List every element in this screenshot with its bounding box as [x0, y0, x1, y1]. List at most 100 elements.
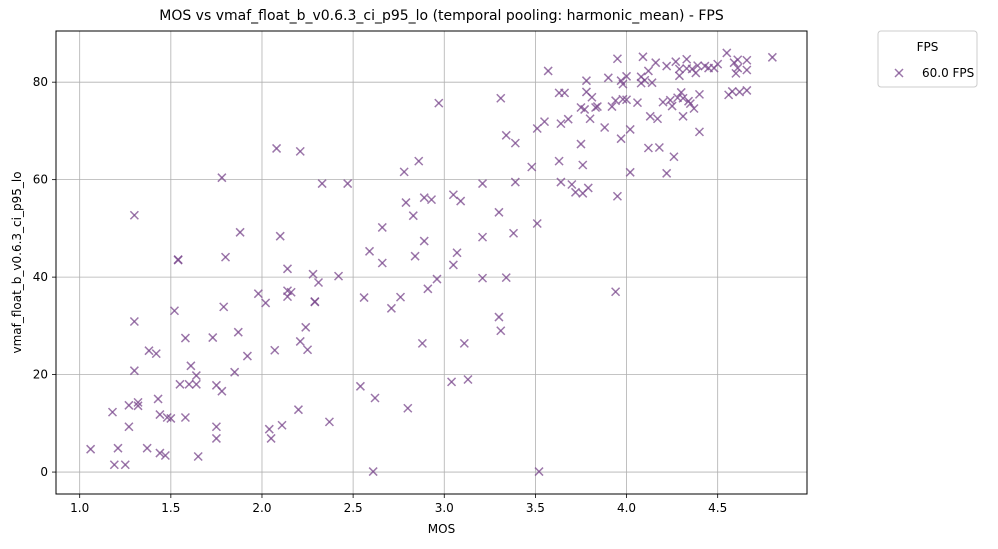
data-point: [153, 394, 163, 404]
marker-stroke: [173, 255, 183, 265]
data-point: [295, 336, 305, 346]
marker-stroke: [478, 179, 488, 189]
marker-stroke: [432, 274, 442, 284]
marker-stroke: [220, 252, 231, 262]
marker-stroke: [543, 66, 553, 76]
marker-stroke: [386, 303, 396, 313]
data-point: [662, 168, 672, 178]
y-axis-ticks: 0 20 40 60 80: [33, 75, 56, 479]
data-point: [478, 232, 488, 242]
data-point: [419, 193, 429, 203]
marker-stroke: [625, 167, 635, 177]
marker-stroke: [155, 448, 165, 458]
data-point: [592, 102, 602, 112]
marker-stroke: [414, 156, 424, 166]
marker-stroke: [735, 87, 745, 97]
marker-stroke: [554, 156, 564, 166]
marker-stroke: [532, 218, 542, 229]
data-point: [133, 397, 143, 407]
data-point: [691, 68, 701, 78]
data-point: [733, 55, 743, 65]
data-point: [767, 52, 777, 62]
data-point: [186, 361, 196, 371]
data-point: [496, 93, 506, 103]
data-point: [217, 173, 227, 183]
marker-stroke: [124, 400, 134, 410]
marker-stroke: [275, 231, 285, 241]
marker-stroke: [242, 351, 252, 361]
marker-stroke: [643, 143, 653, 153]
data-point: [570, 187, 581, 197]
data-point: [275, 231, 285, 241]
marker-stroke: [658, 97, 668, 107]
marker-stroke: [592, 102, 602, 112]
marker-stroke: [129, 316, 139, 327]
marker-stroke: [184, 379, 194, 389]
data-point: [155, 448, 165, 458]
marker-stroke: [426, 195, 437, 205]
data-point: [611, 287, 621, 297]
x-tick-label: 2.0: [252, 501, 271, 515]
data-point: [208, 333, 218, 343]
data-point: [689, 103, 699, 114]
x-axis-ticks: 1.0 1.5 2.0 2.5 3.0 3.5 4.0 4.5: [70, 494, 727, 515]
data-point: [129, 366, 139, 376]
marker-stroke: [678, 93, 688, 103]
data-point: [266, 433, 276, 443]
data-point: [501, 130, 511, 140]
marker-stroke: [419, 193, 429, 203]
marker-stroke: [355, 381, 365, 391]
data-point: [611, 96, 621, 106]
marker-stroke: [647, 78, 657, 88]
marker-stroke: [217, 173, 227, 183]
marker-stroke: [567, 179, 577, 190]
marker-stroke: [277, 420, 287, 430]
data-point: [303, 345, 313, 355]
marker-stroke: [583, 183, 593, 193]
data-point: [527, 162, 537, 172]
marker-stroke: [293, 405, 303, 415]
marker-stroke: [662, 168, 672, 178]
data-point: [632, 98, 643, 108]
data-point: [155, 410, 165, 420]
data-point: [386, 303, 396, 313]
data-point: [184, 379, 194, 389]
marker-stroke: [733, 63, 743, 73]
data-point: [647, 78, 657, 88]
marker-stroke: [587, 92, 597, 102]
data-point: [423, 284, 433, 294]
data-point: [124, 422, 134, 432]
y-axis-label: vmaf_float_b_v0.6.3_ci_p95_lo: [10, 171, 24, 353]
marker-stroke: [581, 87, 591, 97]
data-point: [652, 114, 663, 124]
x-tick-label: 3.5: [526, 501, 545, 515]
marker-stroke: [767, 52, 777, 62]
marker-stroke: [733, 55, 743, 65]
marker-stroke: [510, 177, 520, 187]
data-point: [622, 71, 632, 81]
marker-stroke: [581, 76, 591, 86]
marker-stroke: [693, 61, 703, 71]
data-point: [211, 433, 221, 443]
marker-stroke: [419, 236, 429, 246]
data-point: [576, 139, 586, 149]
data-point: [651, 58, 661, 68]
data-point: [220, 252, 231, 262]
marker-stroke: [153, 394, 163, 404]
marker-stroke: [359, 293, 369, 303]
data-point: [674, 64, 684, 74]
marker-stroke: [417, 338, 427, 348]
data-point: [459, 338, 469, 348]
marker-stroke: [651, 58, 661, 68]
x-tick-label: 3.0: [435, 501, 454, 515]
data-point: [173, 255, 183, 265]
x-tick-label: 2.5: [344, 501, 363, 515]
data-point: [419, 236, 429, 246]
data-point: [217, 386, 227, 396]
data-point: [426, 195, 437, 205]
chart-title: MOS vs vmaf_float_b_v0.6.3_ci_p95_lo (te…: [159, 8, 724, 24]
data-point: [603, 73, 613, 83]
marker-stroke: [410, 251, 420, 261]
marker-stroke: [120, 460, 130, 470]
